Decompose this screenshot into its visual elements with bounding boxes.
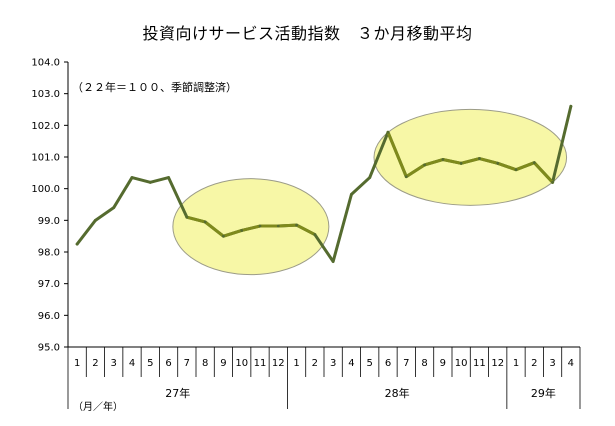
x-tick-label: 3	[111, 358, 117, 369]
data-point	[386, 130, 390, 134]
data-point	[75, 242, 79, 246]
y-tick-label: 101.0	[31, 153, 60, 164]
x-tick-label: 7	[184, 358, 190, 369]
x-tick-label: 9	[440, 358, 446, 369]
y-tick-label: 97.0	[38, 279, 60, 290]
data-point	[94, 218, 97, 222]
data-point	[331, 260, 335, 263]
x-tick-label: 1	[513, 358, 519, 369]
data-point	[203, 220, 207, 224]
x-tick-label: 8	[202, 358, 208, 369]
y-tick-label: 104.0	[31, 58, 60, 69]
data-point	[532, 161, 536, 165]
year-label: 29年	[531, 386, 556, 400]
x-tick-label: 10	[455, 358, 468, 369]
data-point	[222, 234, 225, 238]
data-point	[551, 180, 554, 184]
data-point	[240, 229, 244, 232]
year-label: 28年	[385, 386, 410, 400]
data-point	[130, 176, 134, 179]
x-tick-label: 5	[367, 358, 373, 369]
data-point	[313, 233, 317, 236]
y-tick-label: 98.0	[38, 248, 60, 259]
x-tick-label: 6	[385, 358, 391, 369]
x-tick-label: 4	[348, 358, 354, 369]
x-tick-label: 4	[129, 358, 135, 369]
y-tick-label: 103.0	[31, 89, 60, 100]
x-tick-label: 10	[235, 358, 248, 369]
data-point	[350, 192, 353, 196]
year-label: 27年	[165, 386, 190, 400]
series-line-highlight-1	[185, 215, 317, 238]
x-tick-label: 11	[473, 358, 486, 369]
chart-title: 投資向けサービス活動指数 ３か月移動平均	[142, 24, 473, 43]
data-point	[148, 180, 152, 184]
data-point	[167, 176, 170, 179]
x-axis-unit-label: （月／年）	[73, 402, 123, 413]
x-tick-label: 7	[403, 358, 409, 369]
highlight-ellipse-1	[172, 178, 330, 276]
data-point	[478, 157, 481, 160]
x-tick-label: 12	[272, 358, 285, 369]
x-tick-label: 12	[491, 358, 504, 369]
highlight-ellipse-2	[373, 108, 568, 206]
data-point	[441, 158, 445, 161]
x-tick-label: 11	[254, 358, 267, 369]
x-tick-label: 2	[531, 358, 537, 369]
data-point	[295, 223, 298, 227]
x-tick-label: 3	[549, 358, 555, 369]
x-tick-label: 9	[220, 358, 226, 369]
data-point	[459, 161, 463, 165]
y-tick-label: 100.0	[31, 184, 60, 195]
data-point	[112, 206, 116, 210]
y-tick-label: 102.0	[31, 121, 60, 132]
data-point	[423, 163, 426, 167]
data-point	[496, 161, 500, 165]
x-tick-label: 1	[293, 358, 299, 369]
y-tick-label: 96.0	[38, 311, 60, 322]
x-tick-label: 8	[421, 358, 427, 369]
data-point	[185, 215, 189, 219]
y-tick-label: 99.0	[38, 216, 60, 227]
data-point	[276, 224, 280, 228]
y-tick-label: 95.0	[38, 343, 60, 354]
data-point	[569, 104, 573, 108]
x-tick-label: 3	[330, 358, 336, 369]
data-point	[514, 168, 518, 172]
x-tick-label: 2	[92, 358, 98, 369]
series-line-highlight-2	[386, 130, 555, 184]
data-point	[258, 224, 262, 228]
x-tick-label: 4	[568, 358, 574, 369]
x-tick-label: 2	[312, 358, 318, 369]
data-point	[404, 175, 408, 179]
x-tick-label: 1	[74, 358, 80, 369]
x-tick-label: 6	[165, 358, 171, 369]
chart-subtitle: （２２年＝１００、季節調整済）	[72, 81, 237, 94]
x-tick-label: 5	[147, 358, 153, 369]
data-point	[368, 176, 372, 179]
